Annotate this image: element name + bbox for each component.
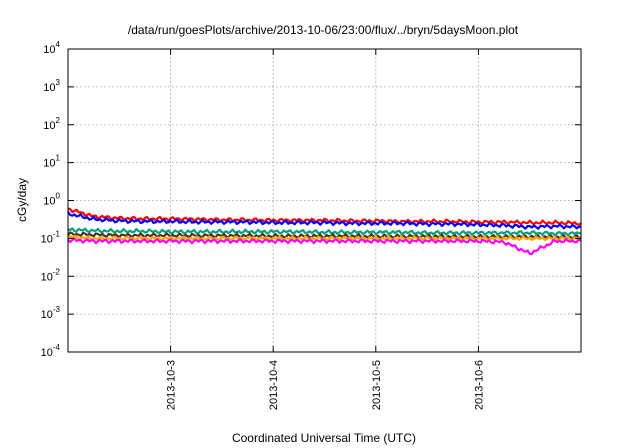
y-tick-base: 10 xyxy=(41,347,53,359)
y-tick-label: 10-2 xyxy=(41,267,61,283)
tick-marks xyxy=(68,48,581,353)
y-tick-base: 10 xyxy=(43,196,55,208)
x-tick-label: 2013-10-6 xyxy=(473,360,485,410)
grid-lines xyxy=(68,49,581,352)
y-tick-base: 10 xyxy=(43,120,55,132)
y-tick-exponent: 3 xyxy=(56,78,61,87)
y-tick-exponent: 4 xyxy=(56,40,61,49)
x-tick-label: 2013-10-5 xyxy=(371,360,383,410)
x-tick-label: 2013-10-4 xyxy=(268,360,280,410)
y-tick-exponent: -4 xyxy=(53,343,61,352)
y-tick-label: 104 xyxy=(43,40,60,56)
chart-title: /data/run/goesPlots/archive/2013-10-06/2… xyxy=(128,23,519,37)
y-tick-base: 10 xyxy=(43,158,55,170)
y-tick-label: 100 xyxy=(43,192,60,208)
series-line-3 xyxy=(67,227,582,237)
y-tick-label: 10-3 xyxy=(41,305,61,321)
y-tick-label: 10-4 xyxy=(41,343,61,359)
y-tick-exponent: 1 xyxy=(56,154,61,163)
y-axis-label: cGy/day xyxy=(15,178,29,222)
x-tick-labels: 2013-10-3 2013-10-4 2013-10-5 2013-10-6 xyxy=(166,360,486,410)
y-tick-exponent: -2 xyxy=(53,267,61,276)
series-line-6 xyxy=(67,237,582,256)
series-line-5 xyxy=(67,234,582,242)
y-tick-base: 10 xyxy=(41,233,53,245)
y-tick-base: 10 xyxy=(41,271,53,283)
y-tick-base: 10 xyxy=(43,44,55,56)
x-axis-label: Coordinated Universal Time (UTC) xyxy=(232,431,416,445)
y-tick-exponent: -3 xyxy=(53,305,61,314)
series-group xyxy=(67,207,582,256)
y-tick-label: 102 xyxy=(43,116,60,132)
y-tick-exponent: 0 xyxy=(56,192,61,201)
y-tick-label: 10-1 xyxy=(41,229,61,245)
y-tick-exponent: -1 xyxy=(53,229,61,238)
series-line-2 xyxy=(67,211,582,230)
y-tick-label: 101 xyxy=(43,154,60,170)
y-tick-exponent: 2 xyxy=(56,116,61,125)
y-tick-base: 10 xyxy=(43,82,55,94)
y-tick-base: 10 xyxy=(41,309,53,321)
y-tick-label: 103 xyxy=(43,78,60,94)
x-tick-label: 2013-10-3 xyxy=(166,360,178,410)
